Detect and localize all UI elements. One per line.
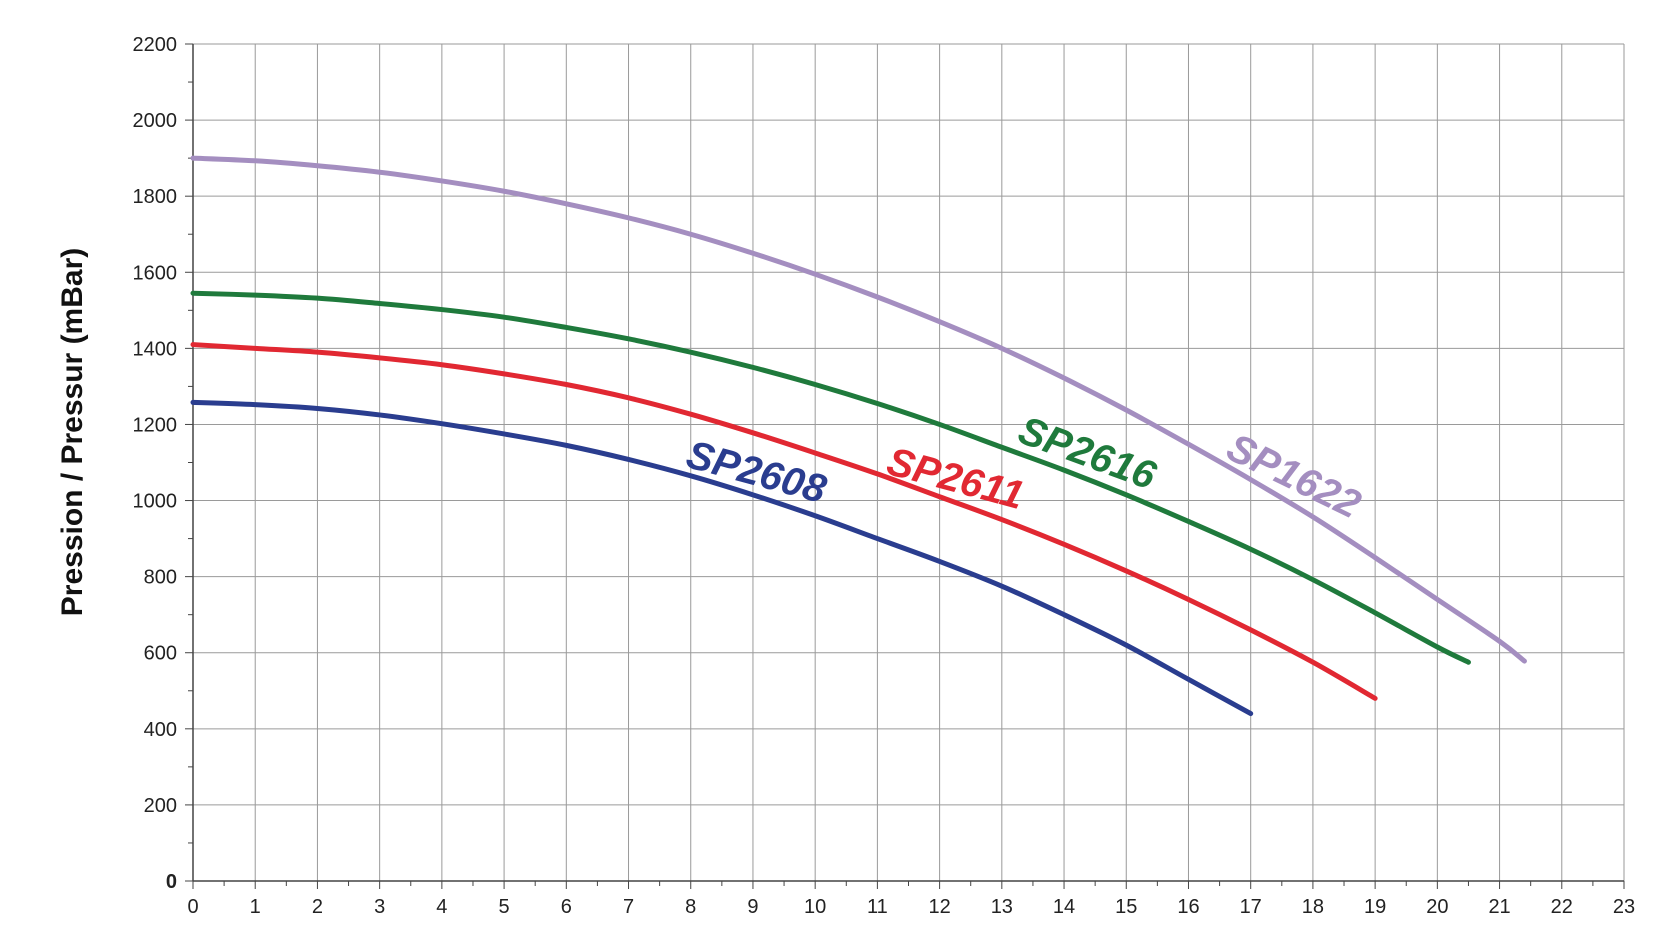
x-tick-label: 10 <box>804 896 826 918</box>
y-tick-label: 800 <box>144 567 177 589</box>
y-tick-label: 1400 <box>133 338 178 360</box>
y-axis-label: Pression / Pressur (mBar) <box>56 248 89 616</box>
y-tick-label: 1000 <box>133 491 178 513</box>
x-tick-label: 11 <box>867 896 888 918</box>
x-tick-label: 15 <box>1115 896 1137 918</box>
x-tick-label: 16 <box>1177 896 1199 918</box>
y-tick-label: 2200 <box>133 34 178 56</box>
x-tick-label: 4 <box>436 896 447 918</box>
x-tick-label: 13 <box>991 896 1013 918</box>
series-layer <box>190 155 1527 717</box>
x-tick-label: 21 <box>1488 896 1510 918</box>
y-tick-label: 1200 <box>133 414 178 436</box>
x-tick-label: 20 <box>1426 896 1448 918</box>
x-tick-label: 19 <box>1364 896 1386 918</box>
x-tick-label: 17 <box>1240 896 1262 918</box>
y-tick-label: 200 <box>144 795 177 817</box>
ticks-layer: 0 1 2 3 4 5 6 7 8 9 10 11 12 13 14 15 16 17 18 19 20 21 22 2302… <box>133 34 1636 918</box>
x-tick-label: 9 <box>747 896 758 918</box>
x-tick-label: 1 <box>250 896 261 918</box>
y-tick-label: 400 <box>144 719 177 741</box>
y-tick-label: 600 <box>144 643 177 665</box>
y-tick-label: 0 <box>166 871 177 893</box>
x-tick-label: 14 <box>1053 896 1075 918</box>
x-tick-label: 18 <box>1302 896 1324 918</box>
y-tick-label: 1800 <box>133 186 178 208</box>
x-tick-label: 7 <box>623 896 634 918</box>
x-tick-label: 0 <box>187 896 198 918</box>
x-tick-label: 3 <box>374 896 385 918</box>
series-label-sp2616: SP2616 <box>1013 408 1163 498</box>
x-tick-label: 23 <box>1613 896 1635 918</box>
series-line-sp2608 <box>190 399 1254 717</box>
series-line-sp2616 <box>190 290 1471 665</box>
series-line-sp2611 <box>190 342 1378 701</box>
series-line-sp1622 <box>190 155 1527 664</box>
x-tick-label: 8 <box>685 896 696 918</box>
x-tick-label: 2 <box>312 896 323 918</box>
x-tick-label: 12 <box>928 896 950 918</box>
x-tick-label: 6 <box>561 896 572 918</box>
x-tick-label: 5 <box>499 896 510 918</box>
axes-layer <box>185 43 1625 889</box>
y-tick-label: 1600 <box>133 262 178 284</box>
x-tick-label: 22 <box>1551 896 1573 918</box>
y-tick-label: 2000 <box>133 110 178 132</box>
